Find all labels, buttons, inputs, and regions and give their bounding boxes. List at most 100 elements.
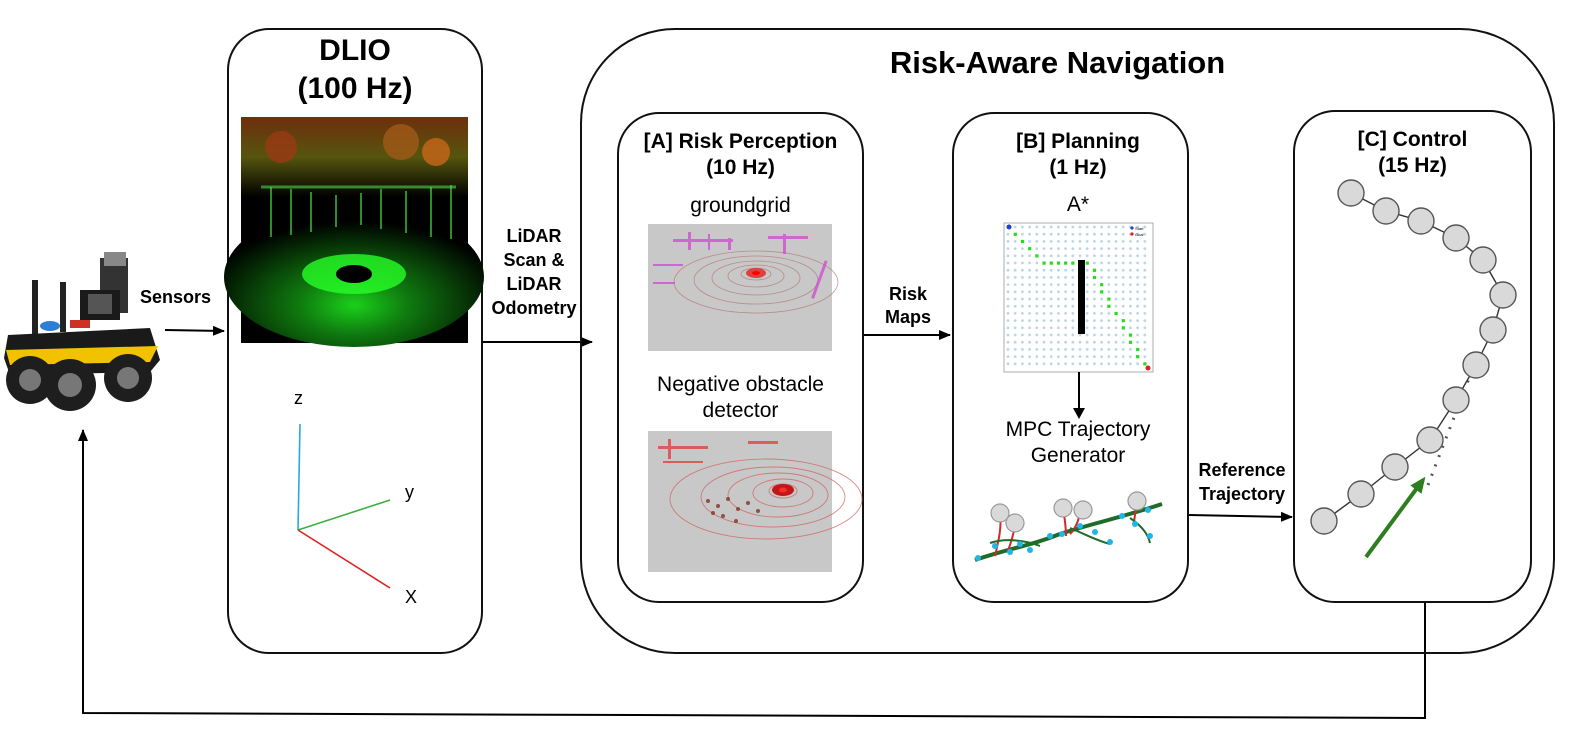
astar-grid-dot	[1064, 362, 1067, 366]
astar-grid-dot	[1057, 362, 1060, 366]
astar-grid-dot	[1057, 232, 1060, 236]
astar-path-cell	[1092, 268, 1097, 272]
astar-grid-dot	[1100, 333, 1103, 337]
astar-grid-dot	[1006, 268, 1010, 272]
legend-start-marker	[1130, 226, 1134, 230]
astar-grid-dot	[1136, 268, 1139, 272]
astar-grid-dot	[1035, 232, 1039, 236]
astar-grid-dot	[1093, 240, 1096, 243]
astar-grid-dot	[1121, 261, 1125, 265]
astar-grid-dot	[1136, 362, 1139, 366]
astar-grid-dot	[1006, 240, 1010, 243]
astar-grid-dot	[1028, 261, 1031, 265]
axis-y-label: y	[405, 482, 414, 502]
astar-grid-dot	[1107, 362, 1111, 366]
astar-grid-dot	[1021, 319, 1024, 322]
control-node	[1372, 197, 1400, 225]
control-node	[1381, 453, 1409, 481]
point-cloud-image	[224, 117, 484, 347]
astar-grid-dot	[1100, 312, 1103, 315]
astar-grid-dot	[1129, 240, 1132, 243]
astar-grid-dot	[1078, 254, 1082, 258]
astar-grid-dot	[1121, 312, 1125, 315]
astar-path-cell	[1121, 319, 1125, 323]
astar-grid-dot	[1078, 348, 1082, 351]
astar-grid-dot	[1100, 254, 1103, 258]
astar-grid-dot	[1093, 333, 1096, 337]
astar-grid-dot	[1143, 290, 1147, 294]
astar-grid-dot	[1100, 225, 1103, 229]
astar-grid-dot	[1085, 326, 1089, 330]
astar-grid-dot	[1143, 297, 1147, 301]
astar-grid-dot	[1071, 232, 1075, 236]
astar-grid-dot	[1028, 362, 1031, 366]
astar-grid-dot	[1129, 297, 1132, 301]
astar-grid-dot	[1064, 348, 1067, 351]
astar-grid-dot	[1100, 232, 1103, 236]
astar-grid-dot	[1028, 297, 1031, 301]
astar-grid-dot	[1071, 276, 1075, 279]
axis-z	[297, 423, 301, 531]
astar-grid-dot	[1071, 240, 1075, 243]
astar-grid-dot	[1093, 304, 1096, 308]
astar-grid-dot	[1085, 232, 1089, 236]
negative-obstacle-image	[648, 431, 863, 572]
mpc-trajectory-image	[974, 491, 1163, 562]
astar-path-cell	[1092, 275, 1097, 280]
astar-grid-dot	[1028, 290, 1031, 294]
astar-path-cell	[1107, 297, 1111, 301]
astar-grid-dot	[1121, 333, 1125, 337]
lidar-label-1: LiDAR	[506, 226, 562, 246]
astar-grid-dot	[1042, 333, 1046, 337]
astar-grid-dot	[1057, 240, 1060, 243]
astar-grid-dot	[1121, 225, 1125, 229]
astar-grid-dot	[1093, 232, 1096, 236]
astar-grid-dot	[1085, 312, 1089, 315]
astar-grid-dot	[1114, 326, 1118, 330]
astar-path-cell	[1121, 326, 1125, 330]
astar-grid-dot	[1136, 225, 1139, 229]
astar-grid-dot	[1049, 326, 1053, 330]
astar-grid-dot	[1078, 240, 1082, 243]
astar-grid-dot	[1129, 254, 1132, 258]
astar-grid-dot	[1006, 247, 1010, 250]
astar-grid-dot	[1021, 297, 1024, 301]
astar-grid-dot	[1042, 362, 1046, 366]
astar-grid-dot	[1121, 340, 1125, 344]
astar-grid-dot	[1021, 225, 1024, 229]
astar-grid-dot	[1064, 297, 1067, 301]
astar-grid-dot	[1129, 319, 1132, 322]
astar-grid-dot	[1085, 254, 1089, 258]
astar-grid-dot	[1085, 333, 1089, 337]
astar-grid-dot	[1085, 319, 1089, 322]
astar-grid-dot	[1071, 254, 1075, 258]
astar-grid-dot	[1006, 326, 1010, 330]
astar-grid-dot	[1093, 254, 1096, 258]
astar-grid-dot	[1006, 276, 1010, 279]
astar-grid-dot	[1028, 276, 1031, 279]
astar-grid-dot	[1129, 312, 1132, 315]
astar-grid-dot	[1028, 240, 1031, 243]
axis-x-label: X	[405, 587, 418, 607]
astar-grid-dot	[1136, 333, 1139, 337]
negative-obstacle-label-2: detector	[702, 399, 779, 422]
astar-grid-dot	[1114, 348, 1118, 351]
astar-grid-dot	[1107, 326, 1111, 330]
astar-grid-dot	[1035, 297, 1039, 301]
astar-grid-dot	[1143, 225, 1147, 229]
astar-grid-dot	[1129, 276, 1132, 279]
astar-grid-dot	[1107, 290, 1111, 294]
astar-grid-dot	[1093, 312, 1096, 315]
astar-grid-dot	[1093, 326, 1096, 330]
astar-grid-dot	[1121, 232, 1125, 236]
astar-grid-dot	[1107, 355, 1111, 358]
astar-path-cell	[1128, 340, 1133, 344]
astar-grid-dot	[1042, 225, 1046, 229]
astar-grid-dot	[1085, 240, 1089, 243]
astar-grid-dot	[1049, 304, 1053, 308]
astar-grid-dot	[1093, 225, 1096, 229]
astar-grid-dot	[1042, 326, 1046, 330]
astar-path-cell	[1128, 333, 1133, 337]
astar-grid-dot	[1129, 326, 1132, 330]
astar-grid-dot	[1114, 247, 1118, 250]
